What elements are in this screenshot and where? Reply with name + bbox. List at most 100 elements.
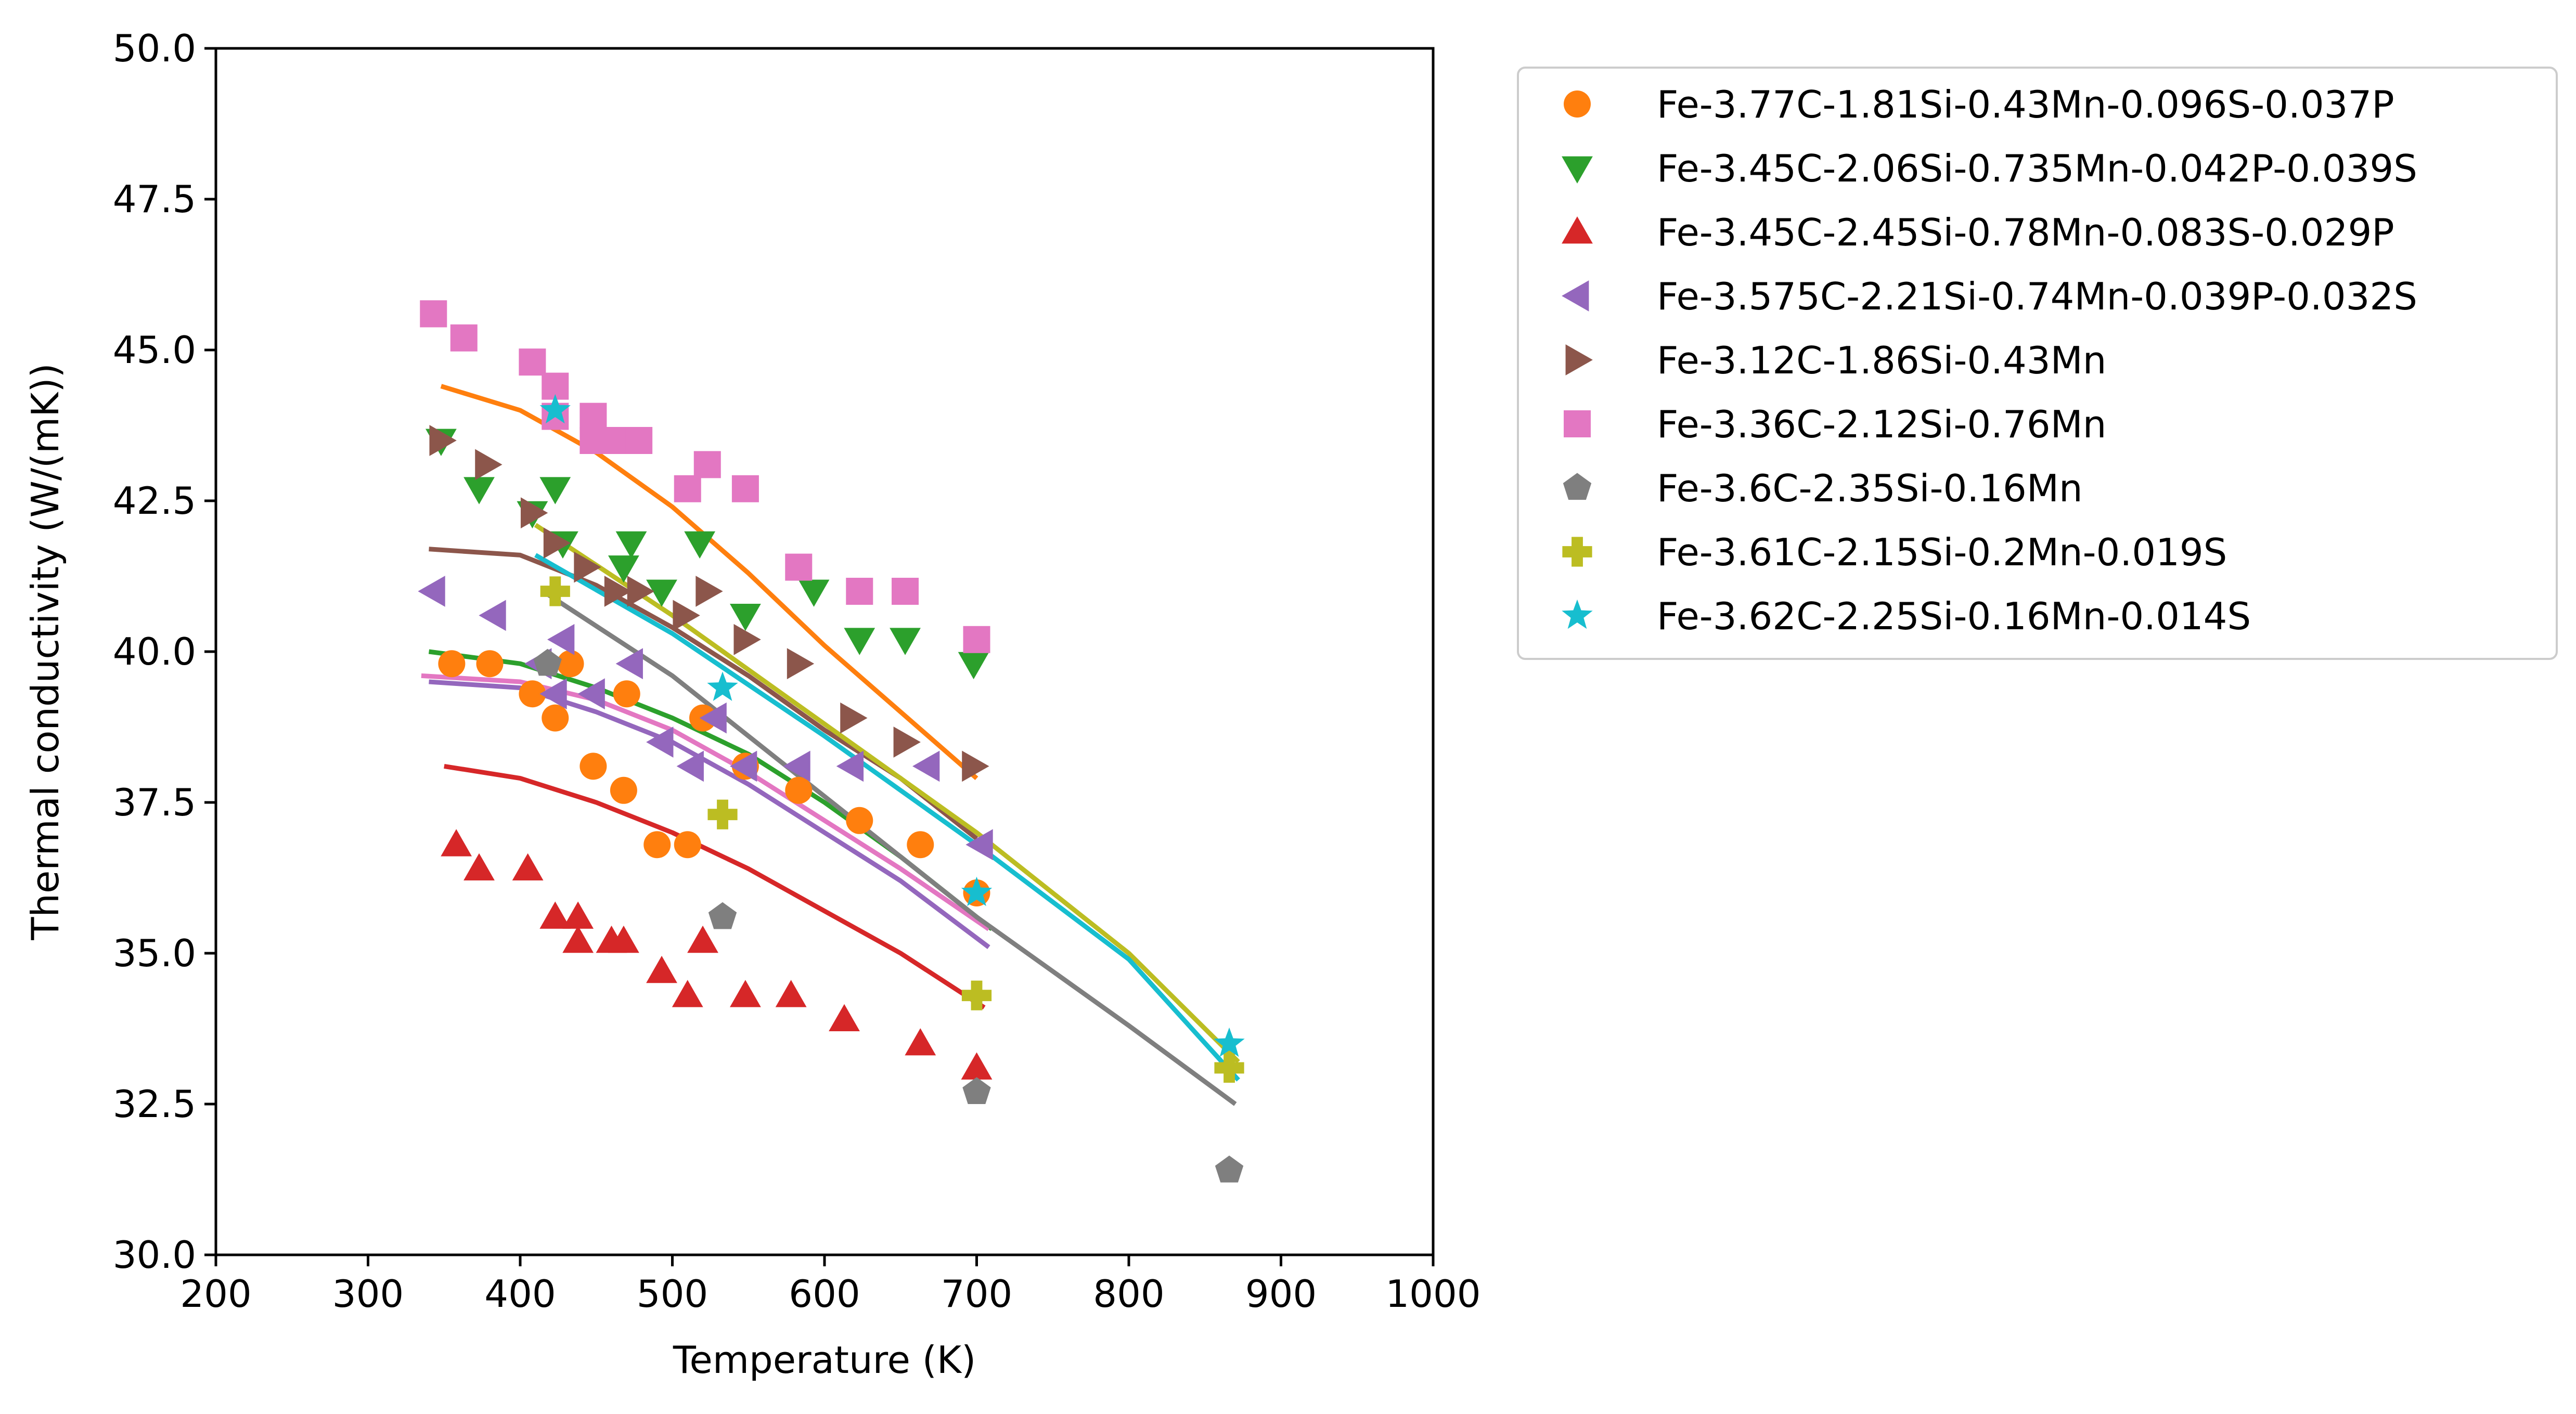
data-point — [961, 980, 992, 1010]
series-fe-3-62c-2-25si-0-16mn-0-014s — [539, 394, 1245, 1057]
data-point — [542, 704, 569, 732]
data-point — [693, 451, 721, 478]
data-point — [547, 624, 575, 655]
legend-item-fe-3-77c-1-81si-0-43mn-0-096s-0-037p: Fe-3.77C-1.81Si-0.43Mn-0.096S-0.037P — [1564, 83, 2394, 126]
data-point — [785, 553, 813, 581]
data-point — [604, 576, 632, 607]
data-point — [733, 624, 761, 655]
data-point — [610, 776, 637, 804]
legend-marker — [1562, 599, 1593, 629]
data-point — [673, 600, 700, 631]
data-point — [463, 477, 495, 504]
data-point — [699, 702, 727, 734]
data-point — [475, 449, 503, 481]
data-point — [476, 650, 504, 678]
y-axis-label: Thermal conductivity (W/(mK)) — [23, 363, 67, 940]
data-point — [543, 527, 571, 559]
data-point — [627, 576, 655, 607]
data-point — [672, 980, 703, 1007]
data-point — [708, 902, 737, 929]
x-axis-label: Temperature (K) — [673, 1338, 976, 1382]
legend-label: Fe-3.12C-1.86Si-0.43Mn — [1657, 339, 2106, 382]
y-tick-label: 50.0 — [113, 27, 196, 70]
data-point — [463, 853, 495, 881]
legend-label: Fe-3.77C-1.81Si-0.43Mn-0.096S-0.037P — [1657, 83, 2394, 126]
data-point — [625, 427, 653, 454]
legend-item-fe-3-12c-1-86si-0-43mn: Fe-3.12C-1.86Si-0.43Mn — [1565, 339, 2106, 382]
legend-marker — [1564, 90, 1591, 118]
data-point — [579, 403, 607, 430]
data-point — [608, 555, 639, 583]
data-point — [836, 750, 864, 782]
x-tick-label: 300 — [332, 1272, 404, 1316]
data-point — [730, 603, 761, 631]
data-point — [961, 1052, 993, 1080]
data-point — [615, 648, 643, 680]
series-fe-3-6c-2-35si-0-16mn — [533, 648, 1244, 1183]
x-tick-label: 900 — [1245, 1272, 1317, 1316]
fit-line-fe-3-6c-2-35si-0-16mn — [542, 589, 1237, 1106]
data-point — [707, 671, 738, 701]
legend-item-fe-3-61c-2-15si-0-2mn-0-019s: Fe-3.61C-2.15Si-0.2Mn-0.019S — [1562, 530, 2227, 574]
legend-marker — [1562, 280, 1589, 312]
data-point — [962, 1077, 991, 1104]
legend-marker — [1565, 344, 1593, 375]
legend-marker — [1562, 156, 1593, 184]
legend-label: Fe-3.45C-2.06Si-0.735Mn-0.042P-0.039S — [1657, 147, 2417, 190]
legend-marker — [1562, 537, 1592, 567]
legend-frame — [1517, 67, 2558, 660]
data-point — [1215, 1156, 1244, 1183]
data-point — [574, 551, 601, 583]
data-point — [512, 853, 544, 881]
legend-marker — [1563, 473, 1592, 500]
x-tick-label: 800 — [1093, 1272, 1164, 1316]
y-tick-label: 37.5 — [113, 781, 196, 824]
series-fe-3-61c-2-15si-0-2mn-0-019s — [540, 576, 1244, 1083]
data-point — [775, 980, 807, 1007]
data-point — [731, 475, 759, 502]
data-point — [441, 829, 472, 857]
data-point — [608, 925, 639, 953]
legend-marker — [1564, 410, 1591, 437]
data-point — [646, 579, 677, 607]
data-point — [519, 348, 546, 376]
data-point — [840, 702, 868, 734]
y-tick-label: 30.0 — [113, 1233, 196, 1277]
data-point — [539, 477, 571, 504]
data-point — [615, 531, 647, 559]
fit-line-fe-3-62c-2-25si-0-16mn-0-014s — [534, 553, 1240, 1082]
data-point — [730, 980, 761, 1007]
fit-line-fe-3-61c-2-15si-0-2mn-0-019s — [534, 523, 1240, 1063]
data-point — [438, 650, 466, 678]
data-point — [962, 750, 989, 782]
data-point — [1214, 1053, 1244, 1083]
data-point — [613, 680, 640, 708]
legend-label: Fe-3.575C-2.21Si-0.74Mn-0.039P-0.032S — [1657, 275, 2417, 318]
data-point — [963, 626, 990, 653]
x-tick-label: 600 — [789, 1272, 860, 1316]
data-point — [520, 497, 548, 529]
y-tick-label: 32.5 — [113, 1082, 196, 1126]
data-point — [730, 750, 757, 782]
data-point — [450, 324, 478, 352]
data-point — [783, 750, 810, 782]
y-tick-label: 47.5 — [113, 177, 196, 221]
data-point — [1214, 1027, 1245, 1057]
data-point — [557, 650, 584, 678]
data-point — [695, 576, 723, 607]
data-point — [961, 876, 993, 906]
data-point — [687, 925, 718, 953]
data-point — [676, 750, 704, 782]
data-point — [785, 776, 813, 804]
fit-line-fe-3-45c-2-45si-0-78mn-0-083s-0-029p — [444, 763, 986, 1010]
data-point — [798, 579, 830, 607]
data-point — [674, 475, 701, 502]
data-point — [579, 753, 607, 780]
x-tick-label: 200 — [180, 1272, 251, 1316]
series-fe-3-12c-1-86si-0-43mn — [429, 425, 989, 782]
series-fe-3-36c-2-12si-0-76mn — [420, 300, 990, 653]
data-point — [829, 1004, 860, 1032]
data-point — [684, 531, 716, 559]
x-tick-label: 500 — [637, 1272, 708, 1316]
